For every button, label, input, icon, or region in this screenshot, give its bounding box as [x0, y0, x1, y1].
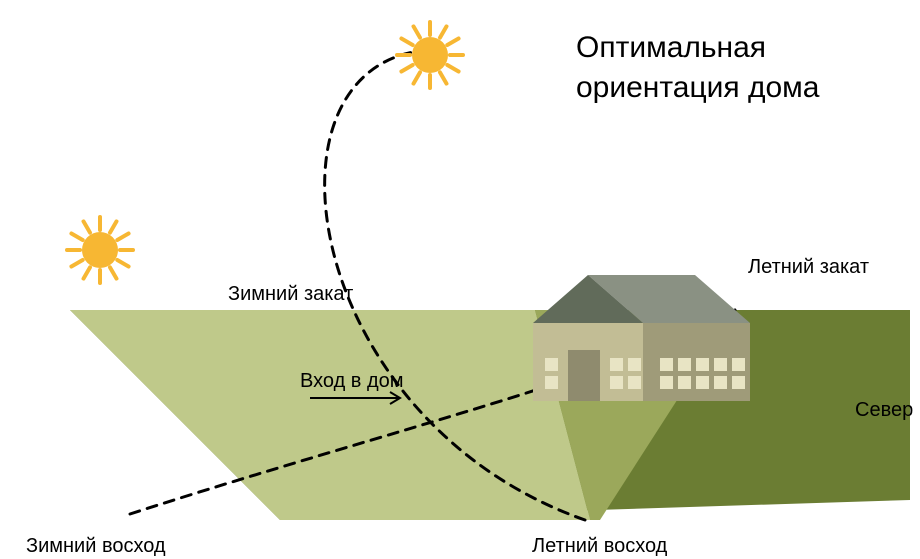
house-window-front-5 [628, 376, 641, 389]
house-door [568, 350, 600, 401]
label-summer-sunset: Летний закат [748, 256, 869, 279]
sun-summer-icon [397, 22, 463, 88]
label-north: Север [855, 399, 913, 422]
house-window-front-3 [628, 358, 641, 371]
house-window-side-3 [714, 358, 727, 371]
house-window-front-1 [545, 376, 558, 389]
sun-winter-icon [67, 217, 133, 283]
house-window-side-4 [732, 358, 745, 371]
diagram-title: Оптимальная ориентация дома [576, 28, 820, 108]
title-line1: Оптимальная [576, 31, 766, 64]
house-window-side-7 [696, 376, 709, 389]
house-window-side-6 [678, 376, 691, 389]
house-window-front-2 [610, 358, 623, 371]
label-entrance: Вход в дом [300, 370, 404, 393]
label-winter-sunrise: Зимний восход [26, 535, 166, 558]
title-line2: ориентация дома [576, 71, 820, 104]
house-window-side-5 [660, 376, 673, 389]
house-window-side-8 [714, 376, 727, 389]
house-window-front-4 [610, 376, 623, 389]
house-window-side-0 [660, 358, 673, 371]
house-window-side-2 [696, 358, 709, 371]
ground-light [70, 310, 590, 520]
label-winter-sunset: Зимний закат [228, 283, 353, 306]
house-window-side-9 [732, 376, 745, 389]
label-summer-sunrise: Летний восход [532, 535, 667, 558]
house-window-side-1 [678, 358, 691, 371]
house-window-front-0 [545, 358, 558, 371]
